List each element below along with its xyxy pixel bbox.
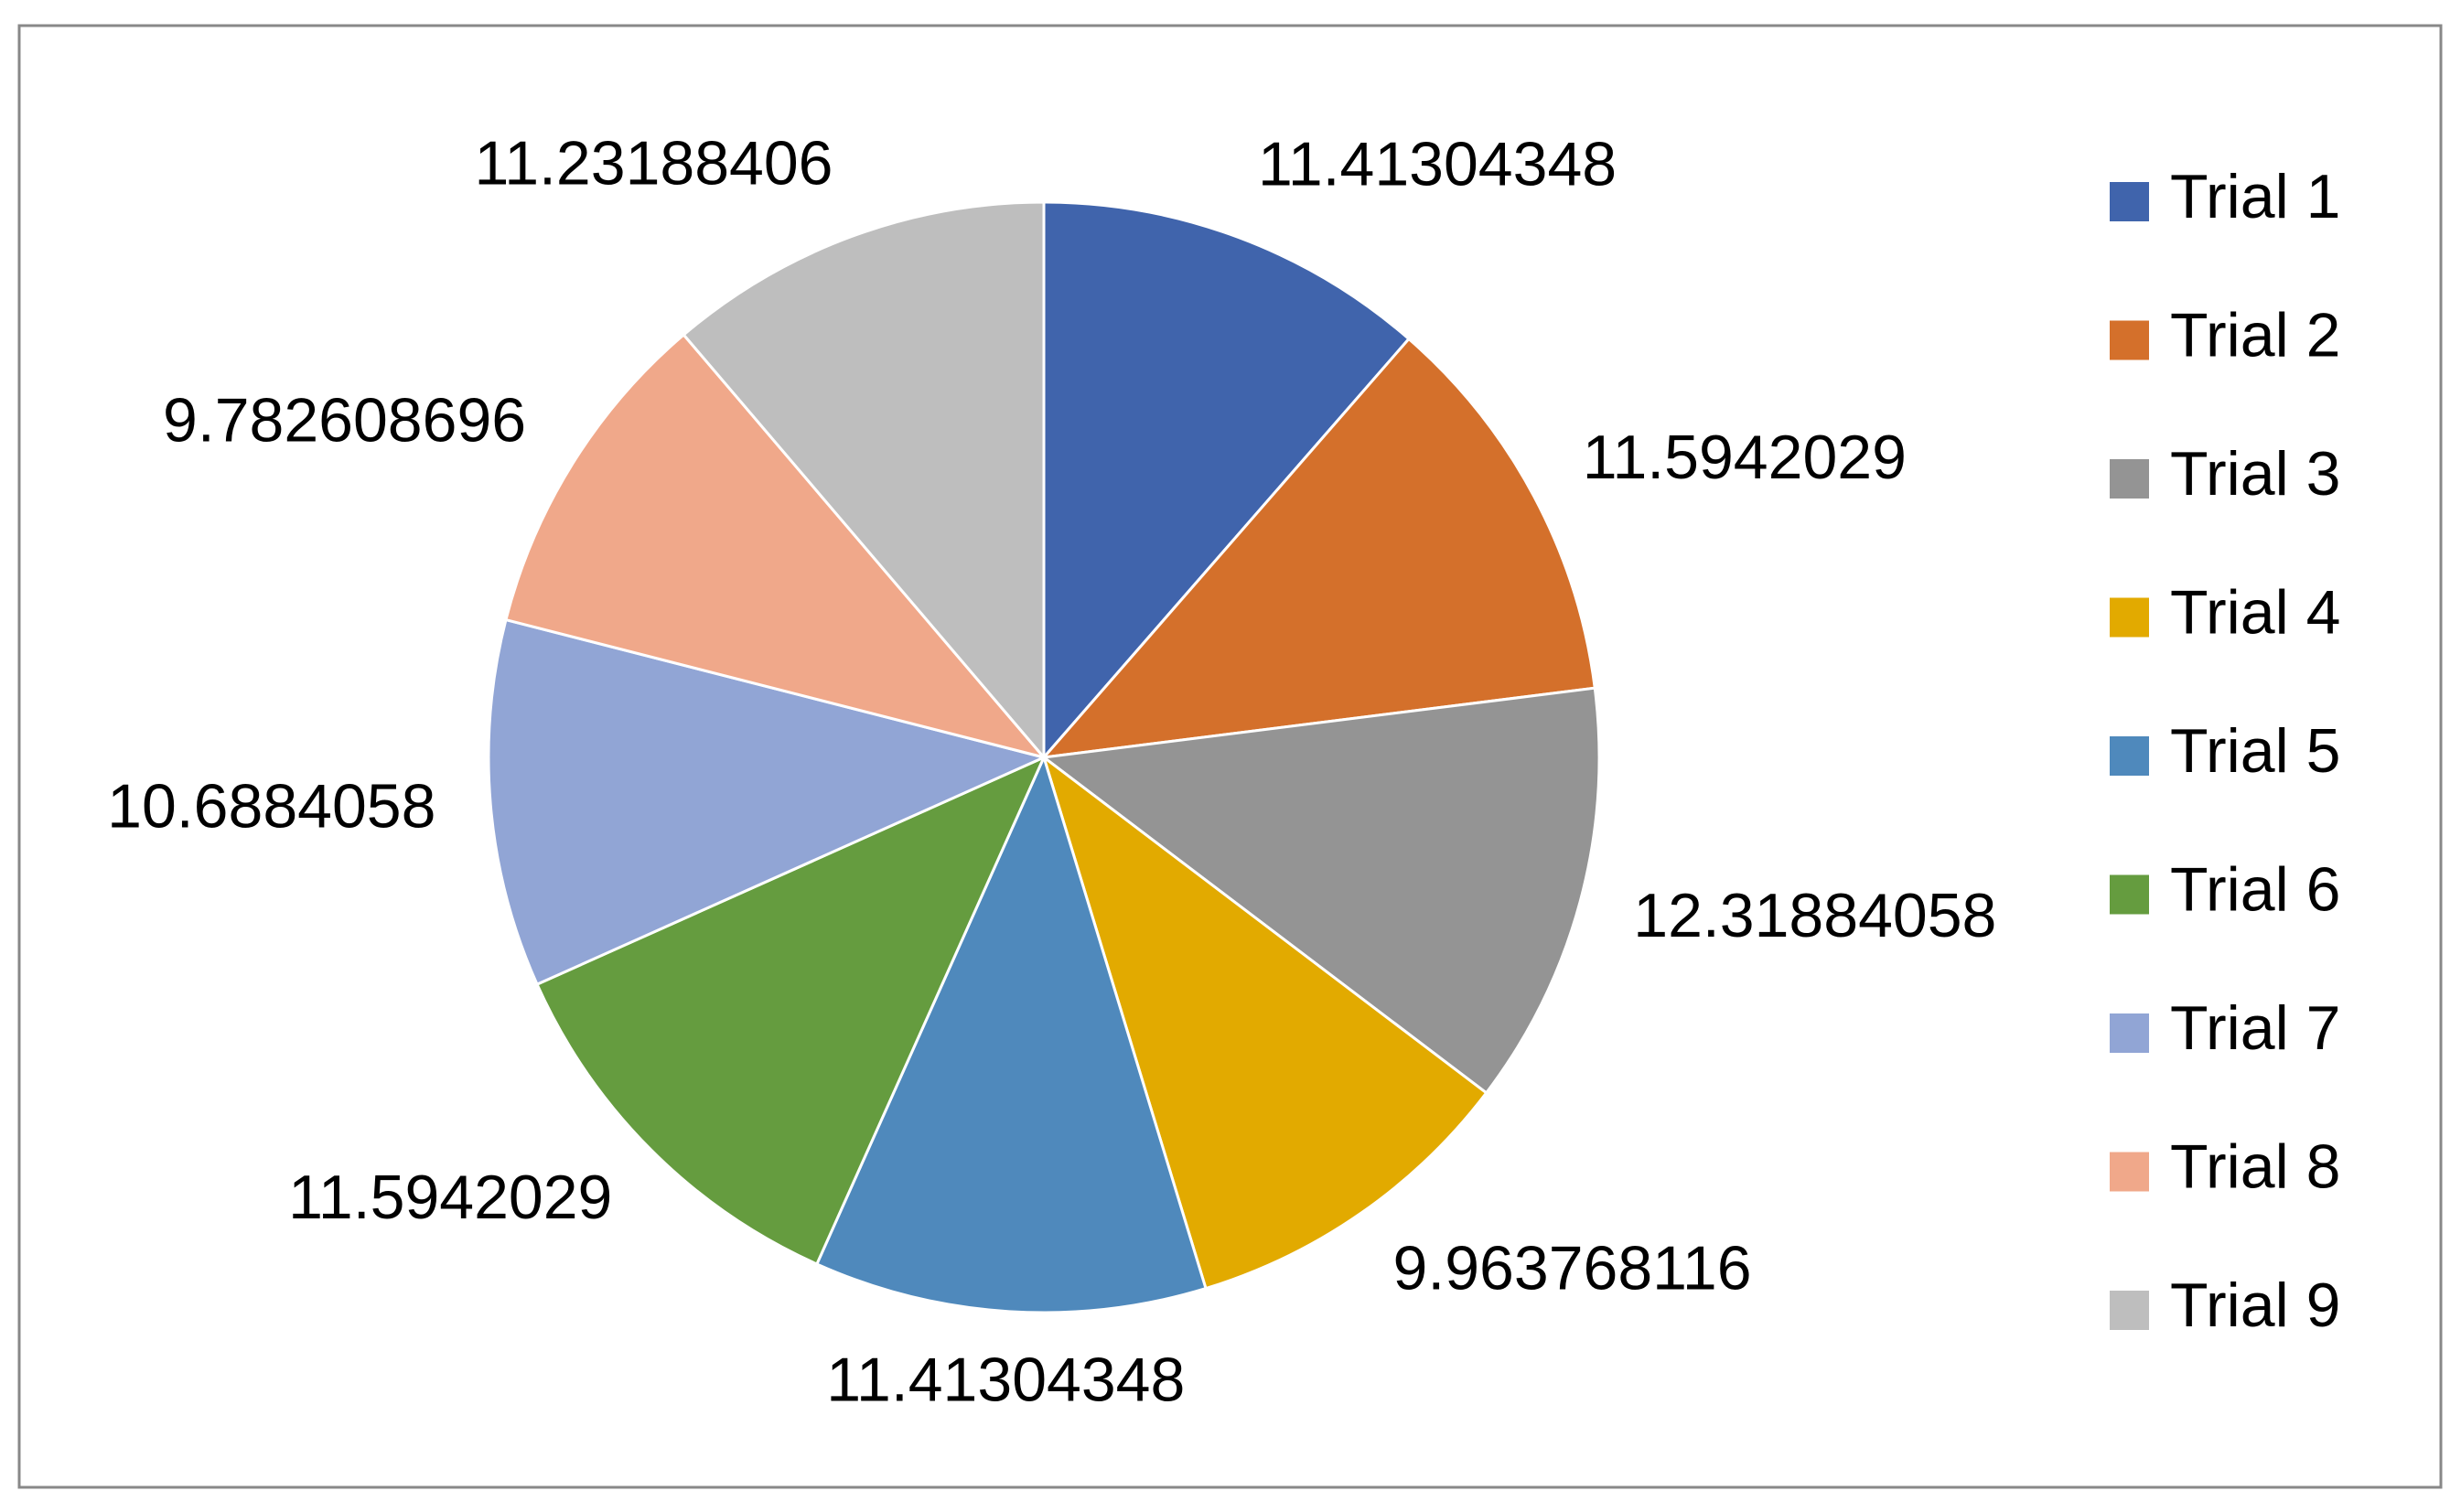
data-label: 11.41304348 xyxy=(1258,130,1617,199)
legend-swatch xyxy=(2110,1013,2149,1053)
legend-swatch xyxy=(2110,182,2149,221)
pie-slice xyxy=(682,200,1046,762)
pie-slice xyxy=(1040,686,1601,1095)
legend-swatch xyxy=(2110,459,2149,499)
pie-slice xyxy=(1040,337,1596,759)
data-label: 9.963768116 xyxy=(1393,1233,1752,1303)
legend-label: Trial 2 xyxy=(2170,300,2340,370)
pie-slice xyxy=(1042,200,1412,762)
legend-swatch xyxy=(2110,1291,2149,1330)
legend-swatch xyxy=(2110,597,2149,638)
data-label: 11.5942029 xyxy=(288,1163,612,1232)
pie-slice xyxy=(535,755,1047,1266)
data-label: 11.23188406 xyxy=(474,128,833,198)
legend-swatch xyxy=(2110,874,2149,915)
legend-label: Trial 9 xyxy=(2170,1271,2340,1340)
pie-slice xyxy=(487,617,1048,987)
pie-slice xyxy=(1041,754,1488,1291)
legend-label: Trial 1 xyxy=(2170,162,2340,231)
data-label: 9.782608696 xyxy=(163,385,526,455)
legend-label: Trial 4 xyxy=(2170,577,2340,647)
legend-label: Trial 6 xyxy=(2170,854,2340,924)
legend-label: Trial 3 xyxy=(2170,439,2340,509)
data-label: 10.6884058 xyxy=(107,772,435,842)
legend-label: Trial 5 xyxy=(2170,716,2340,786)
data-label: 11.41304348 xyxy=(826,1346,1185,1415)
legend-swatch xyxy=(2110,736,2149,776)
data-label: 11.5942029 xyxy=(1583,423,1907,492)
pie-slice xyxy=(814,753,1208,1314)
legend-label: Trial 7 xyxy=(2170,993,2340,1063)
legend-swatch xyxy=(2110,1152,2149,1192)
legend-label: Trial 8 xyxy=(2170,1131,2340,1201)
pie-slice xyxy=(504,332,1048,760)
legend-swatch xyxy=(2110,320,2149,360)
data-label: 12.31884058 xyxy=(1633,881,1996,950)
